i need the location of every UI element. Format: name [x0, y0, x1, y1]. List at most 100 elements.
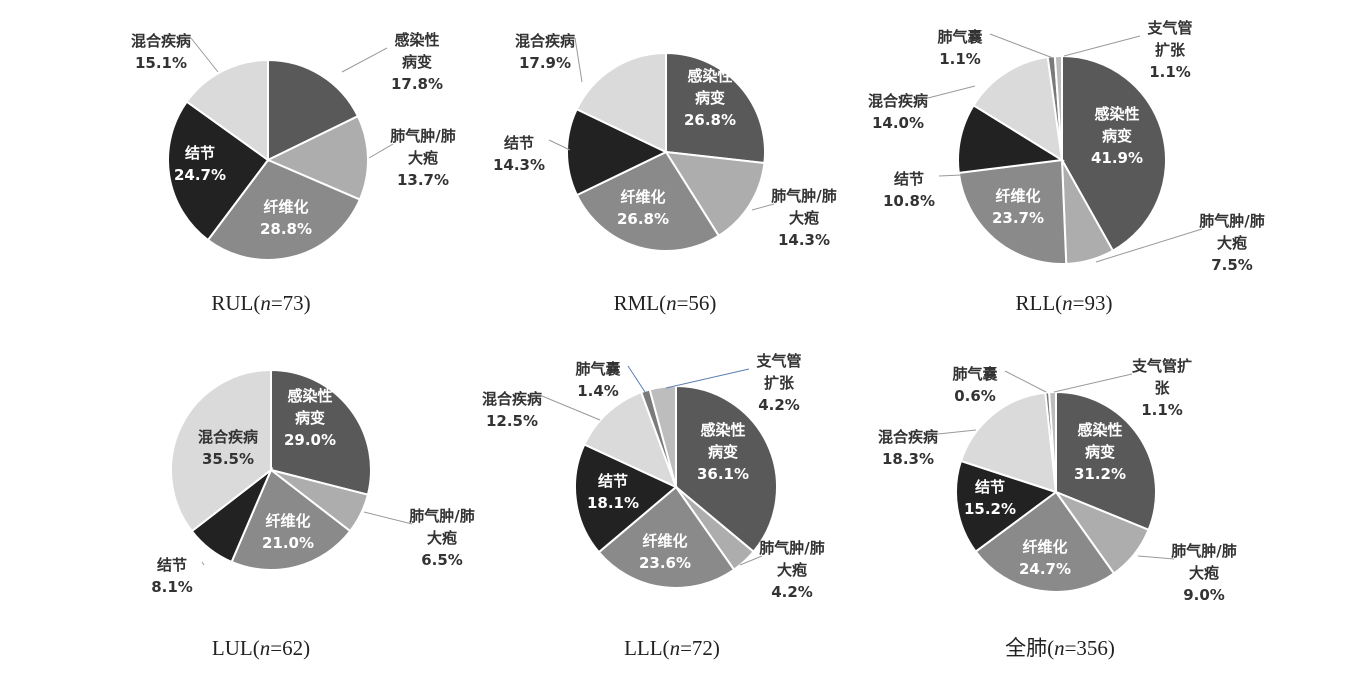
slice-label-mixed-disease: 混合疾病 14.0%	[868, 85, 976, 132]
caption-suffix: =93)	[1073, 291, 1113, 315]
pie-slice-mixed-disease	[959, 391, 1058, 494]
leader-line-mixed-disease	[574, 37, 583, 83]
slice-label-emphysema-bulla: 肺气肿/肺大疱 6.5%	[363, 507, 475, 569]
pie-slice-infection	[665, 51, 766, 165]
leader-line-emphysema-bulla	[751, 203, 775, 211]
slice-percent-mixed-disease: 35.5%	[202, 450, 254, 468]
slice-label-fibrosis: 纤维化 23.7%	[992, 187, 1044, 227]
slice-name-mixed-disease: 混合疾病	[131, 32, 191, 50]
pie-slice-infection	[267, 58, 360, 162]
slice-percent-emphysema-bulla: 4.2%	[771, 583, 813, 601]
chart-caption: RLL(n=93)	[1016, 291, 1113, 315]
pie-slice-mixed-disease	[972, 55, 1064, 162]
chart-caption: RML(n=56)	[614, 291, 717, 315]
caption-prefix: 全肺(	[1005, 636, 1054, 660]
slice-label-pneumatocele: 肺气囊 1.1%	[937, 28, 1054, 68]
slice-name-bronchiectasis-part-1: 支气管	[755, 352, 801, 370]
pie-slice-nodule	[566, 107, 669, 197]
pie-slice-infection	[270, 368, 372, 496]
caption-prefix: RML(	[614, 291, 667, 315]
leader-line-emphysema-bulla	[1137, 555, 1175, 560]
slice-name-infection-part-1: 感染性	[1094, 105, 1139, 123]
pie-slice-nodule	[574, 443, 678, 554]
leader-line-emphysema-bulla	[739, 555, 763, 566]
pie-slice-nodule	[167, 100, 270, 242]
slice-percent-infection: 26.8%	[684, 111, 736, 129]
slice-percent-pneumatocele: 0.6%	[954, 387, 996, 405]
slice-name-emphysema-bulla-part-1: 肺气肿/肺	[390, 127, 455, 145]
slice-name-infection-part-1: 感染性	[394, 31, 439, 49]
caption-n: n	[1054, 636, 1065, 660]
slice-percent-emphysema-bulla: 6.5%	[421, 551, 463, 569]
slice-label-fibrosis: 纤维化 26.8%	[617, 188, 669, 228]
leader-line-bronchiectasis	[1063, 35, 1141, 57]
slice-percent-mixed-disease: 15.1%	[135, 54, 187, 72]
slice-percent-infection: 29.0%	[284, 431, 336, 449]
pie-slice-mixed-disease	[575, 51, 667, 154]
slice-name-mixed-disease: 混合疾病	[515, 32, 575, 50]
pie-slice-emphysema-bulla	[664, 150, 766, 238]
pie-slice-infection	[675, 384, 778, 554]
slice-name-pneumatocele: 肺气囊	[937, 28, 983, 46]
caption-n: n	[670, 636, 681, 660]
slice-name-pneumatocele: 肺气囊	[575, 360, 621, 378]
slice-percent-nodule: 10.8%	[883, 192, 935, 210]
slice-name-emphysema-bulla-part-2: 大疱	[408, 149, 438, 167]
caption-suffix: =62)	[270, 636, 310, 660]
leader-line-infection	[341, 47, 388, 73]
slice-percent-infection: 17.8%	[391, 75, 443, 93]
slice-percent-nodule: 18.1%	[587, 494, 639, 512]
slice-label-pneumatocele: 肺气囊 0.6%	[952, 365, 1047, 405]
pie-slice-nodule	[954, 459, 1059, 554]
slice-label-mixed-disease: 混合疾病 12.5%	[482, 390, 601, 430]
slice-percent-nodule: 14.3%	[493, 156, 545, 174]
slice-name-emphysema-bulla-part-2: 大疱	[777, 561, 807, 579]
leader-line-mixed-disease	[927, 85, 976, 99]
slice-name-fibrosis: 纤维化	[620, 188, 665, 206]
chart-caption: LLL(n=72)	[624, 636, 720, 660]
slice-name-infection-part-2: 病变	[695, 89, 725, 107]
caption-suffix: =73)	[271, 291, 311, 315]
slice-name-nodule: 结节	[157, 556, 187, 574]
slice-name-mixed-disease: 混合疾病	[878, 428, 938, 446]
slice-name-emphysema-bulla-part-2: 大疱	[1217, 234, 1247, 252]
slice-percent-mixed-disease: 14.0%	[872, 114, 924, 132]
chart-caption: 全肺(n=356)	[1005, 636, 1115, 660]
slice-name-infection-part-2: 病变	[1102, 127, 1132, 145]
caption-prefix: LLL(	[624, 636, 669, 660]
pie-slice-fibrosis	[575, 150, 721, 252]
pie-slice-fibrosis	[206, 158, 362, 261]
leader-line-bronchiectasis	[1053, 373, 1133, 393]
pie-slice-mixed-disease	[170, 368, 272, 533]
slice-label-emphysema-bulla: 肺气肿/肺大疱 13.7%	[368, 127, 456, 189]
slice-percent-emphysema-bulla: 13.7%	[397, 171, 449, 189]
slice-percent-fibrosis: 23.7%	[992, 209, 1044, 227]
caption-prefix: RLL(	[1016, 291, 1063, 315]
leader-line-mixed-disease	[541, 395, 601, 421]
slice-label-mixed-disease: 混合疾病 35.5%	[198, 428, 258, 468]
caption-suffix: =356)	[1065, 636, 1115, 660]
slice-name-nodule: 结节	[598, 472, 628, 490]
caption-prefix: RUL(	[211, 291, 260, 315]
slice-percent-pneumatocele: 1.1%	[939, 50, 981, 68]
caption-n: n	[260, 291, 271, 315]
pie-slice-fibrosis	[974, 490, 1116, 593]
slice-label-mixed-disease: 混合疾病 17.9%	[515, 32, 583, 83]
pie-slice-nodule	[957, 103, 1065, 174]
slice-label-nodule: 结节 14.3%	[493, 134, 571, 174]
slice-name-emphysema-bulla-part-1: 肺气肿/肺	[771, 187, 836, 205]
slice-label-emphysema-bulla: 肺气肿/肺大疱 7.5%	[1095, 212, 1265, 274]
caption-suffix: =72)	[680, 636, 720, 660]
slice-percent-emphysema-bulla: 9.0%	[1183, 586, 1225, 604]
slice-name-pneumatocele: 肺气囊	[952, 365, 998, 383]
slice-percent-mixed-disease: 18.3%	[882, 450, 934, 468]
caption-prefix: LUL(	[212, 636, 260, 660]
slice-percent-infection: 41.9%	[1091, 149, 1143, 167]
